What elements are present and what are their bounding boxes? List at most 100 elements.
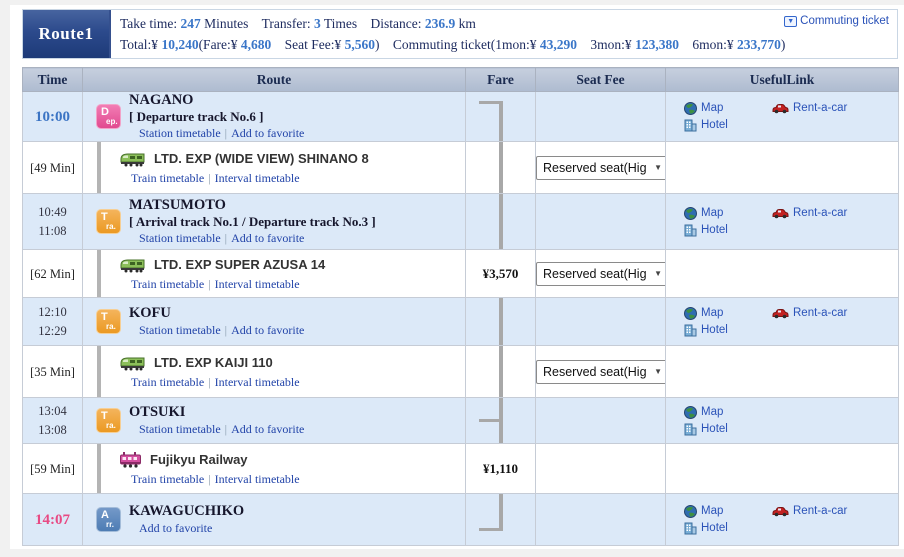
route-connector-bar: [97, 142, 101, 193]
transfer-label: Transfer:: [261, 16, 311, 31]
fare-amount: ¥3,570: [482, 265, 519, 281]
route-table: Time Route Fare Seat Fee UsefulLink 10:0…: [22, 67, 899, 546]
fare-value-cell: ¥1,110: [465, 443, 536, 494]
train-timetable-link[interactable]: Train timetable: [131, 170, 205, 185]
commute-1mon-value: 43,290: [539, 37, 578, 52]
select-arrow-icon: ▼: [654, 163, 662, 172]
add-to-favorite-link[interactable]: Add to favorite: [231, 422, 305, 436]
train-cell: Fujikyu Railway Train timetable | Interval…: [82, 443, 466, 494]
hotel-icon: [684, 119, 697, 132]
useful-link-cell: Map Hotel: [665, 397, 899, 444]
express-train-icon: [119, 256, 146, 273]
hotel-link[interactable]: Hotel: [684, 522, 728, 535]
station-name: KAWAGUCHIKO: [129, 503, 245, 519]
route-connector-bar: [97, 250, 101, 297]
station-row-kofu: 12:10 12:29 T ra. KOFU Station timetable…: [22, 297, 899, 346]
fare-bracket-cell: [465, 297, 536, 346]
car-icon: [772, 103, 789, 114]
take-time-unit: Minutes: [204, 16, 249, 31]
globe-icon: [684, 101, 697, 115]
station-timetable-link[interactable]: Station timetable: [139, 323, 221, 337]
train-timetable-link[interactable]: Train timetable: [131, 471, 205, 486]
hotel-link[interactable]: Hotel: [684, 324, 728, 337]
station-cell: T ra. KOFU Station timetable | Add to favo…: [82, 297, 466, 346]
rent-a-car-link[interactable]: Rent-a-car: [772, 307, 847, 319]
station-timetable-link[interactable]: Station timetable: [139, 126, 221, 140]
car-icon: [772, 506, 789, 517]
commuting-ticket-icon: ▼: [784, 15, 798, 27]
train-timetable-link[interactable]: Train timetable: [131, 276, 205, 291]
duration-cell: [49 Min]: [22, 141, 83, 194]
useful-link-cell: [665, 345, 899, 398]
station-row-nagano: 10:00 D ep. NAGANO [ Departure track No.…: [22, 91, 899, 142]
departure-badge: D ep.: [96, 104, 121, 129]
add-to-favorite-link[interactable]: Add to favorite: [139, 521, 213, 535]
select-arrow-icon: ▼: [654, 269, 662, 278]
globe-icon: [684, 504, 697, 518]
commute-6mon-value: 233,770: [736, 37, 781, 52]
fare-amount: ¥1,110: [482, 460, 519, 476]
route-summary-info: Take time: 247 Minutes Transfer: 3 Times…: [111, 10, 785, 58]
station-timetable-link[interactable]: Station timetable: [139, 422, 221, 436]
add-to-favorite-link[interactable]: Add to favorite: [231, 126, 305, 140]
rent-a-car-link[interactable]: Rent-a-car: [772, 207, 847, 219]
useful-link-cell: Map Rent-a-car Hotel: [665, 193, 899, 250]
hotel-link[interactable]: Hotel: [684, 224, 728, 237]
fare-bracket-cell: [465, 193, 536, 250]
total-label: Total:¥: [120, 37, 159, 52]
distance-value: 236.9: [424, 16, 456, 31]
map-link[interactable]: Map: [684, 206, 772, 220]
station-cell: D ep. NAGANO [ Departure track No.6 ] St…: [82, 91, 466, 142]
train-cell: LTD. EXP KAIJI 110 Train timetable | Inter…: [82, 345, 466, 398]
map-link[interactable]: Map: [684, 101, 772, 115]
departure-time: 10:00: [35, 108, 70, 125]
train-row-kaiji: [35 Min] LTD. EXP KAIJI 110 Train timeta…: [22, 345, 899, 398]
seat-fee-cell: [535, 297, 666, 346]
rent-a-car-link[interactable]: Rent-a-car: [772, 505, 847, 517]
route-summary-line1: Take time: 247 Minutes Transfer: 3 Times…: [120, 13, 785, 34]
seat-type-select[interactable]: Reserved seat(Hig ▼: [536, 359, 665, 384]
commuting-ticket-link[interactable]: ▼ Commuting ticket: [784, 15, 889, 27]
express-train-icon: [119, 354, 146, 371]
map-link[interactable]: Map: [684, 306, 772, 320]
column-header-time: Time: [22, 67, 83, 92]
rent-a-car-link[interactable]: Rent-a-car: [772, 102, 847, 114]
route-title: Route1: [23, 10, 111, 58]
hotel-link[interactable]: Hotel: [684, 119, 728, 132]
map-link[interactable]: Map: [684, 504, 772, 518]
route-summary-line2: Total:¥ 10,240(Fare:¥ 4,680 Seat Fee:¥ 5…: [120, 37, 786, 52]
interval-timetable-link[interactable]: Interval timetable: [214, 471, 300, 486]
column-header-seat-fee: Seat Fee: [535, 67, 666, 92]
add-to-favorite-link[interactable]: Add to favorite: [231, 323, 305, 337]
arrival-time: 10:49: [38, 204, 67, 219]
hotel-icon: [684, 224, 697, 237]
interval-timetable-link[interactable]: Interval timetable: [214, 276, 300, 291]
train-timetable-link[interactable]: Train timetable: [131, 374, 205, 389]
seat-fee-cell: [535, 397, 666, 444]
seat-fee-cell: [535, 193, 666, 250]
duration-cell: [35 Min]: [22, 345, 83, 398]
car-icon: [772, 308, 789, 319]
track-info: [ Arrival track No.1 / Departure track N…: [129, 214, 376, 229]
commute-6mon-label: 6mon:¥: [692, 37, 734, 52]
transfer-badge: T ra.: [96, 309, 121, 334]
departure-time: 13:08: [38, 422, 67, 437]
transfer-value: 3: [313, 16, 321, 31]
arrival-time: 14:07: [35, 511, 70, 528]
hotel-link[interactable]: Hotel: [684, 423, 728, 436]
add-to-favorite-link[interactable]: Add to favorite: [231, 231, 305, 245]
seat-type-select[interactable]: Reserved seat(Hig ▼: [536, 261, 665, 286]
fare-value: 4,680: [240, 37, 272, 52]
fare-value-cell: ¥3,570: [465, 249, 536, 298]
express-train-icon: [119, 150, 146, 167]
duration-cell: [59 Min]: [22, 443, 83, 494]
interval-timetable-link[interactable]: Interval timetable: [214, 170, 300, 185]
column-header-fare: Fare: [465, 67, 536, 92]
station-cell: T ra. OTSUKI Station timetable | Add to fa…: [82, 397, 466, 444]
seat-type-select[interactable]: Reserved seat(Hig ▼: [536, 155, 665, 180]
station-timetable-link[interactable]: Station timetable: [139, 231, 221, 245]
interval-timetable-link[interactable]: Interval timetable: [214, 374, 300, 389]
map-link[interactable]: Map: [684, 405, 772, 419]
useful-link-cell: Map Rent-a-car Hotel: [665, 493, 899, 546]
car-icon: [772, 208, 789, 219]
